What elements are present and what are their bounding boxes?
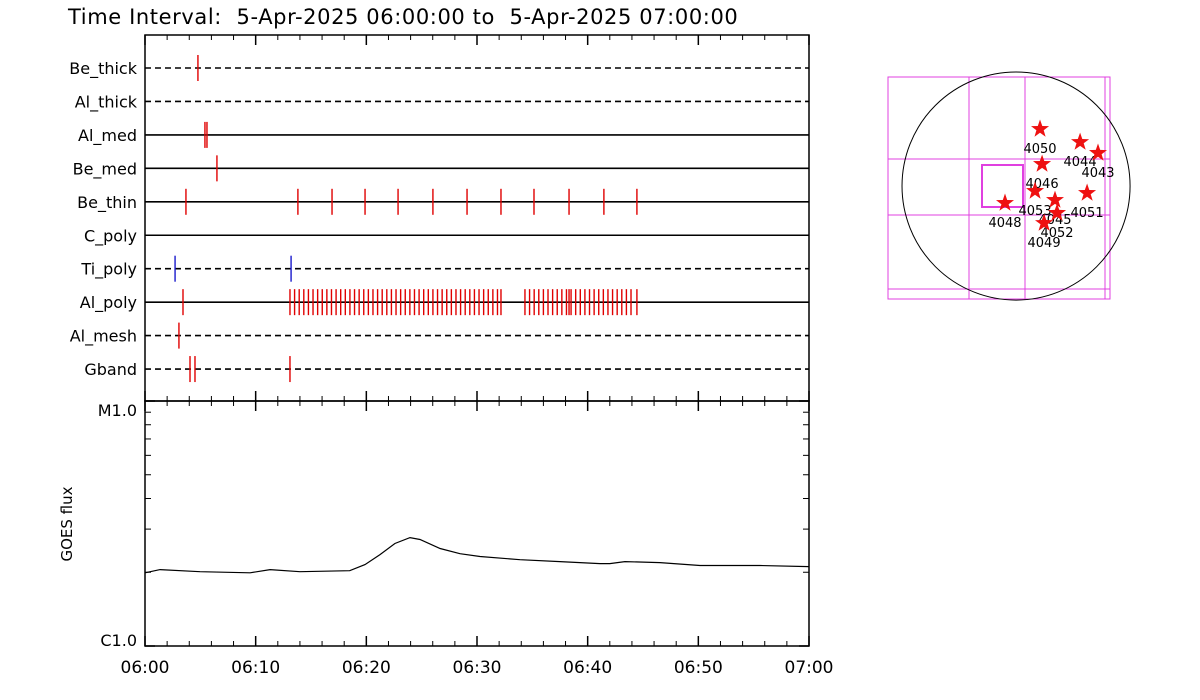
row-label: Al_thick bbox=[75, 92, 138, 112]
x-tick-label: 06:40 bbox=[563, 658, 612, 678]
solar-limb bbox=[901, 71, 1131, 301]
active-region bbox=[1033, 154, 1052, 172]
x-tick-label: 06:20 bbox=[342, 658, 391, 678]
region-label: 4049 bbox=[1028, 236, 1061, 251]
active-region bbox=[1048, 203, 1067, 221]
active-region bbox=[1031, 119, 1050, 137]
row-label: Be_thin bbox=[77, 193, 137, 213]
region-label: 4044 bbox=[1064, 155, 1097, 170]
region-label: 4048 bbox=[988, 216, 1021, 231]
x-tick-label: 06:00 bbox=[121, 658, 170, 678]
x-tick-label: 07:00 bbox=[785, 658, 834, 678]
region-label: 4043 bbox=[1081, 166, 1114, 181]
row-label: Gband bbox=[84, 360, 137, 379]
y-tick-label: C1.0 bbox=[100, 631, 137, 650]
row-label: Al_med bbox=[78, 126, 137, 146]
active-region bbox=[1078, 183, 1097, 201]
active-region bbox=[1089, 143, 1107, 161]
row-label: Al_poly bbox=[80, 293, 137, 313]
row-label: Be_med bbox=[73, 159, 137, 179]
region-label: 4050 bbox=[1023, 142, 1056, 157]
active-region bbox=[1071, 132, 1090, 150]
row-label: Al_mesh bbox=[70, 327, 137, 347]
chart-title: Time Interval: 5-Apr-2025 06:00:00 to 5-… bbox=[67, 5, 738, 29]
row-label: C_poly bbox=[84, 226, 137, 246]
row-label: Ti_poly bbox=[80, 260, 137, 280]
y-axis-label: GOES flux bbox=[58, 486, 76, 561]
region-label: 4051 bbox=[1071, 206, 1104, 221]
x-tick-label: 06:10 bbox=[231, 658, 280, 678]
active-region bbox=[996, 193, 1014, 211]
active-region bbox=[1046, 190, 1064, 208]
x-tick-label: 06:50 bbox=[674, 658, 723, 678]
active-region bbox=[1026, 181, 1045, 199]
x-tick-label: 06:30 bbox=[453, 658, 502, 678]
active-region bbox=[1035, 213, 1054, 231]
y-tick-label: M1.0 bbox=[98, 401, 137, 420]
goes-curve bbox=[144, 536, 810, 574]
region-label: 4053 bbox=[1019, 204, 1052, 219]
row-label: Be_thick bbox=[69, 59, 137, 79]
